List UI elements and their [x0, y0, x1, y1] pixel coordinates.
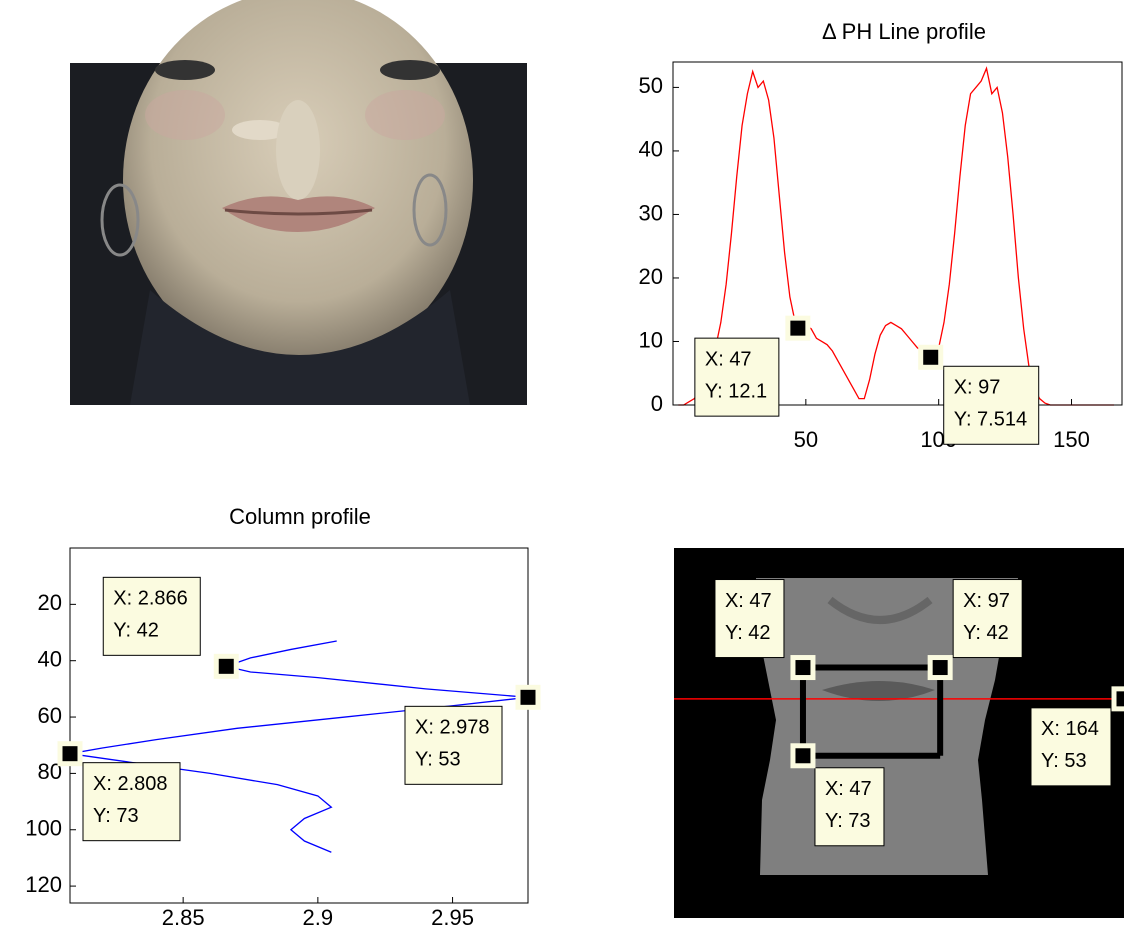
datatip-text: X: 47	[725, 590, 772, 612]
y-tick-label: 20	[38, 590, 62, 615]
datatip-marker	[57, 741, 83, 767]
datatip-box	[943, 365, 1040, 445]
y-tick-label: 60	[38, 703, 62, 728]
datatip-text: X: 2.808	[93, 773, 168, 795]
datatip-text: X: 97	[963, 590, 1010, 612]
line-series	[69, 640, 529, 853]
datatip-marker	[790, 743, 816, 769]
y-tick-label: 10	[639, 327, 663, 352]
datatip-box	[952, 579, 1023, 659]
y-tick-label: 120	[25, 872, 62, 897]
y-tick-label: 20	[639, 264, 663, 289]
y-tick-label: 30	[639, 200, 663, 225]
datatip-box	[694, 337, 780, 417]
face-photo	[70, 0, 527, 405]
datatip-box	[1030, 707, 1112, 787]
datatip-text: Y: 42	[113, 620, 159, 642]
datatip-box	[102, 576, 201, 656]
datatip-marker	[1111, 686, 1124, 712]
y-tick-label: 0	[651, 391, 663, 416]
x-tick-label: 150	[1053, 427, 1090, 452]
datatip-box	[82, 762, 181, 842]
x-tick-label: 2.85	[162, 905, 205, 930]
datatip-text: X: 47	[705, 348, 752, 370]
y-tick-label: 40	[639, 137, 663, 162]
datatip-box	[404, 705, 503, 785]
datatip-text: X: 2.978	[415, 717, 490, 739]
axes-box	[672, 61, 1123, 406]
x-tick-label: 2.9	[303, 905, 334, 930]
datatip-text: X: 97	[954, 377, 1001, 399]
datatip-marker	[515, 684, 541, 710]
datatip-text: X: 47	[825, 778, 872, 800]
chart-title: Column profile	[229, 504, 371, 529]
datatip-text: Y: 53	[415, 749, 461, 771]
datatip-box	[814, 767, 885, 847]
y-tick-label: 50	[639, 73, 663, 98]
datatip-text: X: 164	[1041, 718, 1099, 740]
x-tick-label: 2.95	[431, 905, 474, 930]
axes-box	[69, 547, 529, 904]
line-series	[678, 66, 1115, 406]
x-tick-label: 50	[794, 427, 818, 452]
y-tick-label: 40	[38, 647, 62, 672]
datatip-marker	[790, 655, 816, 681]
datatip-marker	[785, 315, 811, 341]
datatip-text: Y: 73	[825, 810, 871, 832]
datatip-text: Y: 42	[725, 622, 771, 644]
datatip-text: Y: 73	[93, 805, 139, 827]
datatip-marker	[927, 655, 953, 681]
y-tick-label: 100	[25, 816, 62, 841]
datatip-text: Y: 53	[1041, 750, 1087, 772]
datatip-marker	[918, 344, 944, 370]
datatip-box	[714, 579, 785, 659]
datatip-text: Y: 7.514	[954, 409, 1027, 431]
datatip-text: Y: 42	[963, 622, 1009, 644]
datatip-marker	[213, 653, 239, 679]
datatip-text: Y: 12.1	[705, 380, 767, 402]
datatip-text: X: 2.866	[113, 588, 188, 610]
chart-title: Δ PH Line profile	[822, 19, 986, 44]
